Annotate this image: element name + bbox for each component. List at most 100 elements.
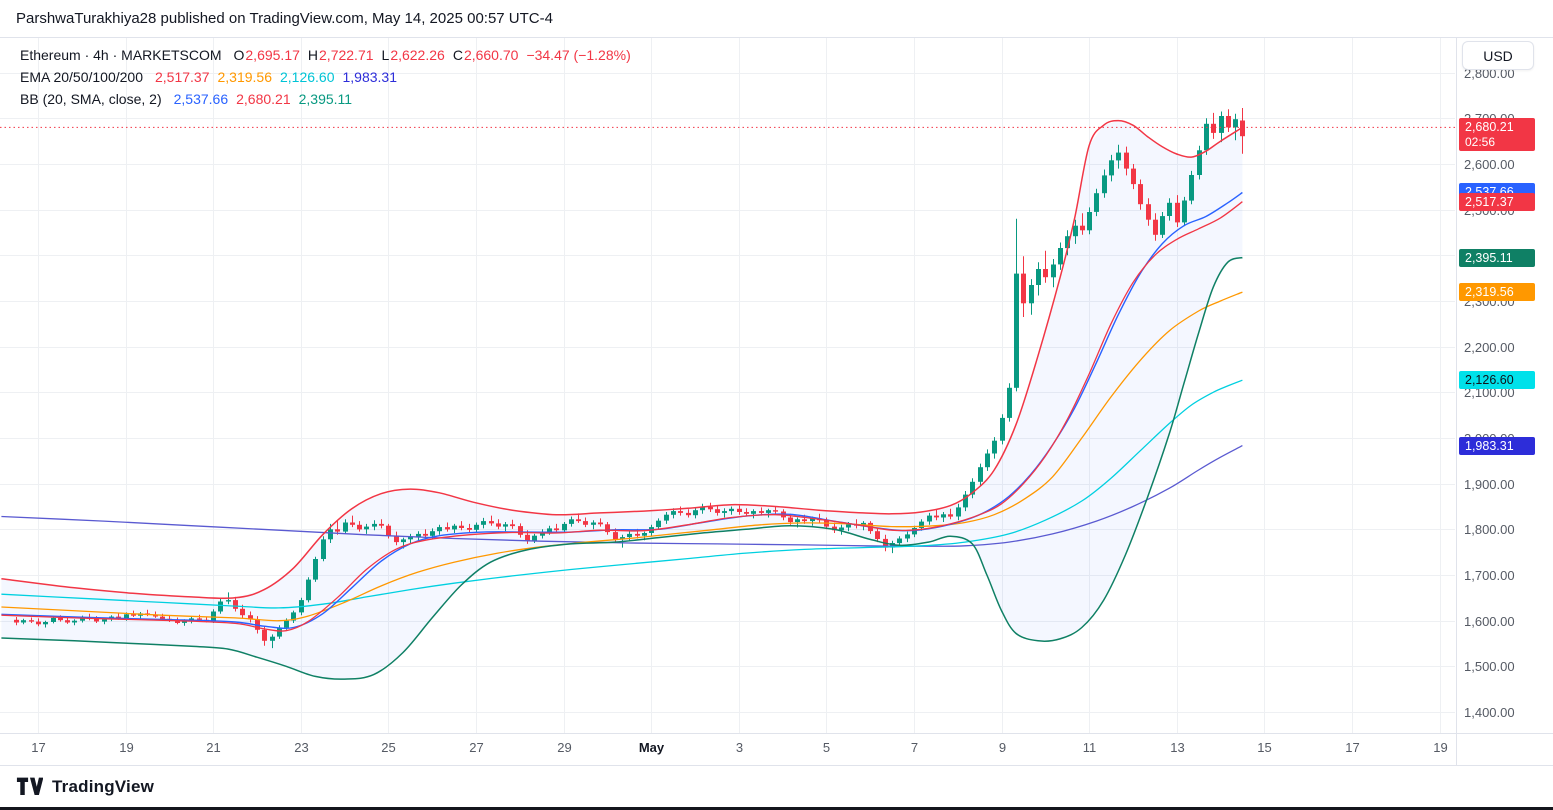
candle-body bbox=[832, 526, 837, 531]
currency-toggle-button[interactable]: USD bbox=[1462, 41, 1534, 70]
footer-bar: TradingView bbox=[0, 765, 1553, 807]
x-axis-label: 19 bbox=[119, 740, 133, 755]
candle-body bbox=[605, 524, 610, 533]
candle-body bbox=[51, 617, 56, 622]
bb_lower-line bbox=[1, 256, 1243, 680]
candle-body bbox=[1131, 168, 1136, 185]
candle-body bbox=[1087, 212, 1092, 231]
candle-body bbox=[1080, 225, 1085, 231]
tradingview-wordmark[interactable]: TradingView bbox=[52, 776, 155, 796]
candle-body bbox=[1124, 152, 1129, 169]
ema100-line bbox=[1, 379, 1243, 609]
candle-body bbox=[540, 531, 545, 536]
x-axis-label: 13 bbox=[1170, 740, 1184, 755]
candle-body bbox=[963, 494, 968, 508]
candle-body bbox=[116, 616, 121, 619]
candle-body bbox=[1226, 116, 1231, 128]
tradingview-logo-icon[interactable] bbox=[16, 776, 43, 797]
candle-body bbox=[14, 619, 19, 623]
candle-body bbox=[510, 524, 515, 527]
candle-body bbox=[744, 512, 749, 514]
candle-body bbox=[591, 522, 596, 525]
y-axis-label: 1,700.00 bbox=[1464, 568, 1515, 583]
x-axis-label: 21 bbox=[206, 740, 220, 755]
price-chart-canvas[interactable]: 2,800.002,700.002,600.002,500.002,400.00… bbox=[0, 38, 1553, 765]
candle-body bbox=[306, 579, 311, 601]
candle-body bbox=[94, 618, 99, 622]
candle-body bbox=[1160, 216, 1165, 235]
candle-body bbox=[284, 620, 289, 628]
bb_upper-line bbox=[1, 119, 1243, 600]
candle-body bbox=[277, 627, 282, 637]
x-axis-label: 25 bbox=[381, 740, 395, 755]
candle-body bbox=[693, 510, 698, 516]
candle-body bbox=[919, 521, 924, 528]
candle-body bbox=[445, 527, 450, 530]
ema200-line bbox=[1, 445, 1243, 547]
candle-body bbox=[1153, 219, 1158, 235]
candle-body bbox=[934, 515, 939, 518]
candle-body bbox=[452, 525, 457, 530]
candle-body bbox=[1116, 152, 1121, 161]
candle-body bbox=[1102, 175, 1107, 194]
candle-body bbox=[941, 514, 946, 518]
candle-body bbox=[430, 531, 435, 536]
publish-bar: ParshwaTurakhiya28 published on TradingV… bbox=[0, 0, 1553, 38]
candle-body bbox=[321, 539, 326, 559]
y-axis-label: 1,600.00 bbox=[1464, 614, 1515, 629]
candle-body bbox=[328, 529, 333, 540]
candle-body bbox=[656, 520, 661, 528]
candle-body bbox=[394, 535, 399, 543]
candle-body bbox=[751, 511, 756, 514]
candle-body bbox=[525, 534, 530, 541]
x-axis-label: 3 bbox=[736, 740, 743, 755]
candle-body bbox=[197, 618, 202, 620]
candle-body bbox=[270, 636, 275, 641]
candle-body bbox=[489, 521, 494, 524]
candle-body bbox=[635, 533, 640, 536]
candle-body bbox=[1146, 204, 1151, 220]
bollinger-band-fill bbox=[1, 120, 1243, 680]
y-axis-label: 2,200.00 bbox=[1464, 340, 1515, 355]
y-axis-label: 2,300.00 bbox=[1464, 294, 1515, 309]
candle-body bbox=[240, 608, 245, 616]
candle-body bbox=[58, 617, 63, 621]
candle-body bbox=[970, 481, 975, 495]
candle-body bbox=[1189, 175, 1194, 201]
candle-body bbox=[175, 620, 180, 623]
candle-body bbox=[1029, 285, 1034, 304]
candle-body bbox=[72, 620, 77, 623]
candle-body bbox=[102, 619, 107, 622]
candle-body bbox=[423, 533, 428, 536]
candle-body bbox=[554, 528, 559, 531]
candle-body bbox=[620, 537, 625, 540]
candle-body bbox=[759, 511, 764, 513]
x-axis-label: 19 bbox=[1433, 740, 1447, 755]
candle-body bbox=[978, 467, 983, 482]
candle-body bbox=[708, 507, 713, 510]
candle-body bbox=[627, 533, 632, 538]
candle-body bbox=[846, 524, 851, 528]
candle-body bbox=[357, 524, 362, 530]
candle-body bbox=[992, 440, 997, 454]
candle-body bbox=[773, 510, 778, 512]
candle-body bbox=[131, 614, 136, 616]
candle-body bbox=[1233, 119, 1238, 128]
candle-body bbox=[912, 528, 917, 535]
candle-body bbox=[379, 523, 384, 526]
candle-body bbox=[437, 527, 442, 532]
y-axis-label: 2,100.00 bbox=[1464, 385, 1515, 400]
candle-body bbox=[576, 519, 581, 522]
x-axis-label: 7 bbox=[911, 740, 918, 755]
candle-body bbox=[416, 533, 421, 537]
candle-body bbox=[496, 523, 501, 527]
candle-body bbox=[722, 511, 727, 513]
y-axis-label: 1,800.00 bbox=[1464, 522, 1515, 537]
candle-body bbox=[598, 522, 603, 525]
y-axis-label: 2,500.00 bbox=[1464, 203, 1515, 218]
ema20-line bbox=[1, 201, 1243, 632]
candle-body bbox=[160, 616, 165, 619]
candle-body bbox=[372, 523, 377, 527]
candle-body bbox=[313, 559, 318, 580]
candle-body bbox=[21, 620, 26, 623]
